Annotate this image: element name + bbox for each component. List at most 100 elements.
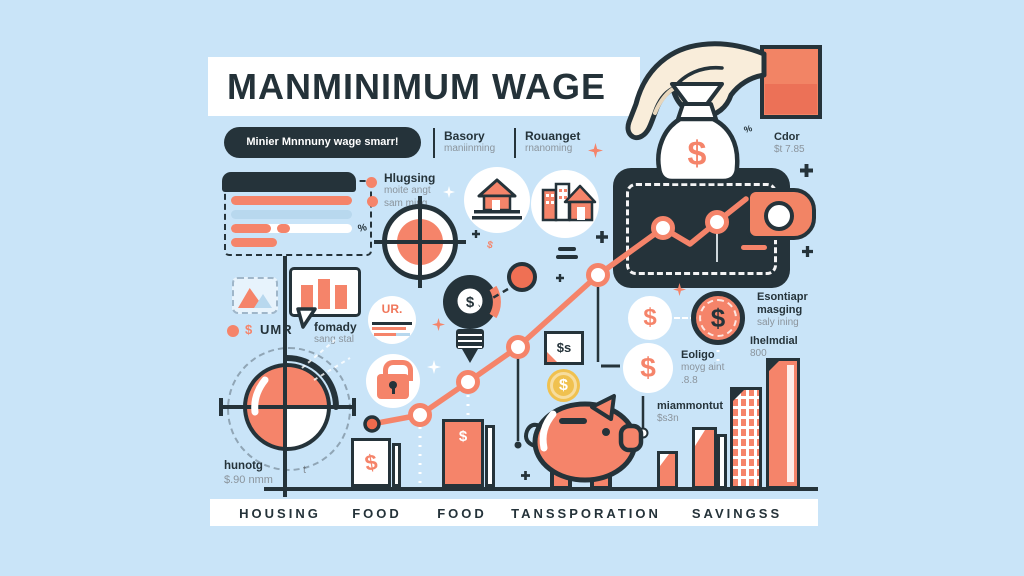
plus-decor: [556, 274, 564, 282]
axis-label-savings: SAVINGSS: [691, 506, 783, 521]
savings-bar-tall: [766, 358, 800, 489]
axis-label-housing: HOUSING: [239, 506, 321, 521]
pie-crosshair-tick: [352, 398, 356, 416]
list-bar-segment: [231, 224, 271, 233]
axis-label-food-1: FOOD: [352, 506, 402, 521]
lock-icon: [366, 354, 420, 408]
pig-highlight: [539, 410, 557, 452]
savings-building: [730, 387, 762, 489]
legend-bullet: [366, 177, 377, 188]
expense-bar-food-1: $: [351, 438, 391, 487]
thumb-shade: [653, 87, 675, 115]
miammontut-sub: $s3n: [657, 413, 679, 425]
umr-dollar: $: [245, 322, 253, 337]
wallet-clasp-button: [764, 201, 794, 231]
essential-line1: Esontiapr: [757, 291, 808, 303]
x-axis-line: [264, 487, 818, 491]
equals-decor: [556, 255, 578, 259]
col-sub: maniinming: [444, 143, 496, 155]
target-icon: [374, 196, 466, 288]
col-sub: rnanoming: [525, 143, 573, 155]
dollar-square-badge: $s: [544, 331, 584, 365]
piggy-bank-icon: [524, 394, 644, 490]
expense-bar-food-1-panel: [392, 443, 401, 487]
essential-block: Esontiapr masging saly ining: [757, 291, 808, 330]
ur-line: [374, 332, 396, 336]
bar-facet: [660, 454, 669, 466]
pig-tail: [524, 422, 542, 448]
plus-decor: [800, 164, 813, 177]
wallet-accent-dash: [741, 245, 767, 250]
corner-note-value: $t 7.85: [774, 144, 805, 156]
eoligo-block: Eoligo moyg aint .8.8: [681, 349, 724, 387]
header-col-divider: [514, 128, 516, 158]
list-card-header: [222, 172, 356, 192]
axis-label-food-2: FOOD: [437, 506, 487, 521]
ur-line: [372, 322, 412, 325]
target-crosshair-h: [374, 240, 466, 244]
pig-ear: [590, 394, 616, 421]
sleeve: [760, 45, 822, 119]
dollar-square-text: $s: [556, 340, 572, 355]
hunotg-block: hunotg $.90 nmm: [224, 460, 273, 488]
hand: [625, 41, 767, 141]
pie-crosshair-h: [219, 405, 355, 409]
legend-line: moite angt: [384, 185, 431, 197]
ur-line: [372, 327, 406, 330]
decor-tiny-t: t: [303, 464, 307, 476]
bubble-bar: [301, 285, 313, 309]
tagline-pill: Minier Mnnnuny wage smarr!: [224, 127, 421, 158]
money-bag-icon: $: [656, 82, 740, 184]
expense-bar-food-2: $: [442, 419, 484, 487]
axis-label-transportation: TANSSPORATION: [511, 506, 661, 521]
sparkle-decor: [432, 318, 445, 331]
title-banner: [208, 57, 640, 116]
bar-chart-bubble-icon: [289, 267, 361, 317]
list-bar: [231, 224, 352, 233]
eoligo-label: Eoligo: [681, 349, 715, 361]
header-col-rouanget: Rouanget rnanoming: [525, 129, 580, 156]
plus-decor: [802, 246, 813, 257]
house-icon: [464, 167, 530, 233]
bubble-bar: [318, 279, 330, 309]
image-placeholder-icon: [232, 277, 278, 314]
col-label: Rouanget: [525, 129, 581, 143]
dollar-glyph: $: [362, 449, 380, 476]
col-label: Basory: [444, 129, 485, 143]
coin-inner-ring: [550, 372, 577, 399]
sparkle-decor: [427, 360, 441, 374]
savings-bar-thin: [717, 434, 727, 489]
sparkle-decor: [588, 143, 603, 158]
header-col-divider: [433, 128, 435, 158]
bar-facet: [695, 430, 705, 446]
svg-text:$: $: [466, 294, 475, 311]
wallet-clasp: [746, 188, 816, 240]
ihelmdial-sub: 800: [750, 348, 767, 360]
list-bar: [231, 196, 352, 205]
umr-label: UMR: [260, 322, 293, 337]
hunotg-label: hunotg: [224, 460, 263, 472]
lightbulb-dollar-icon: $: [443, 275, 501, 363]
sleeve-shade: [765, 84, 817, 114]
ihelmdial-label: Ihelmdial: [750, 335, 798, 347]
lock-keyhole-stem: [391, 387, 395, 394]
list-bar: [231, 210, 352, 219]
ihelmdial-block: Ihelmdial 800: [750, 335, 798, 361]
decor-pct-mark: %: [742, 123, 754, 135]
legend-title: Hlugsing: [384, 171, 436, 185]
finger-line: [671, 65, 724, 91]
hunotg-sub: $.90 nmm: [224, 473, 273, 486]
bar-corner: [768, 360, 780, 372]
ur-badge-text: UR.: [381, 302, 403, 316]
pig-eye: [602, 428, 610, 436]
dollar-glyph: $: [458, 428, 468, 445]
list-bar: [231, 238, 277, 247]
essential-sub: saly ining: [757, 317, 799, 329]
gold-coin-small-icon: $: [547, 369, 580, 402]
y-axis-line: [283, 256, 287, 497]
pig-coin-slot: [559, 418, 587, 424]
savings-bar-medium: [692, 427, 717, 489]
eoligo-sub2: .8.8: [681, 374, 698, 386]
essential-line2: masging: [757, 304, 803, 317]
